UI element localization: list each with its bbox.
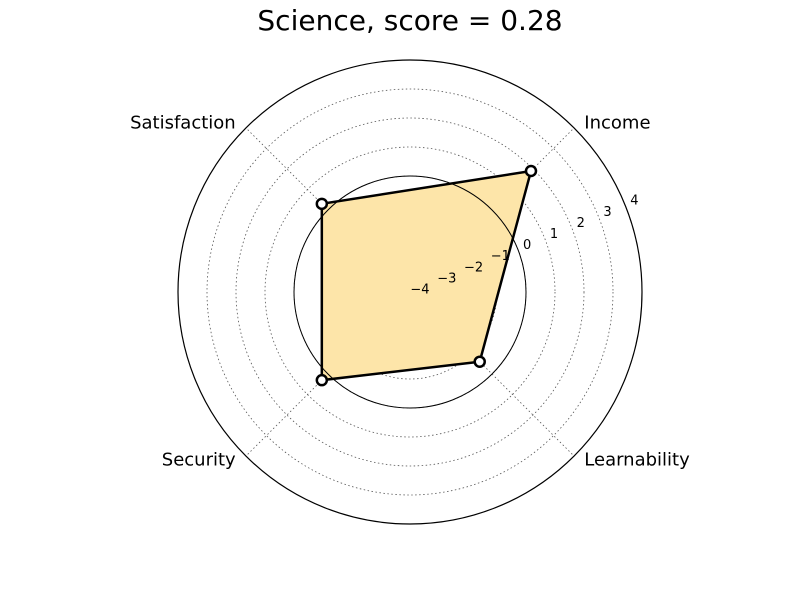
grid-circle	[235, 117, 585, 467]
data-point-learnability	[473, 355, 486, 368]
grid-circle	[206, 88, 614, 496]
r-tick-label: 3	[603, 205, 611, 220]
data-area	[321, 171, 531, 381]
r-tick-label: −2	[464, 260, 483, 275]
axis-label-security: Security	[162, 449, 236, 470]
labels: −4 −3 −2 −1 0 1 2 3 4 Income Learnability Security S…	[130, 113, 690, 471]
axis-label-income: Income	[584, 113, 650, 134]
r-tick-label: −1	[491, 249, 510, 264]
data-point-income	[524, 164, 538, 178]
chart-title: Science, score = 0.28	[257, 4, 562, 37]
r-tick-label: 1	[550, 227, 558, 242]
data-series	[177, 59, 643, 525]
r-tick-label: −3	[437, 271, 456, 286]
zero-circle	[293, 175, 527, 409]
axis-label-satisfaction: Satisfaction	[130, 113, 236, 134]
data-point-satisfaction	[315, 197, 329, 211]
data-point-security	[315, 373, 329, 387]
r-tick-label: 4	[630, 194, 638, 209]
r-tick-label: 0	[523, 238, 531, 253]
r-tick-label: −4	[410, 283, 429, 298]
axis-label-learnability: Learnability	[584, 449, 690, 470]
r-tick-label: 2	[577, 216, 585, 231]
grid-circle	[264, 146, 556, 438]
outer-circle	[177, 59, 643, 525]
